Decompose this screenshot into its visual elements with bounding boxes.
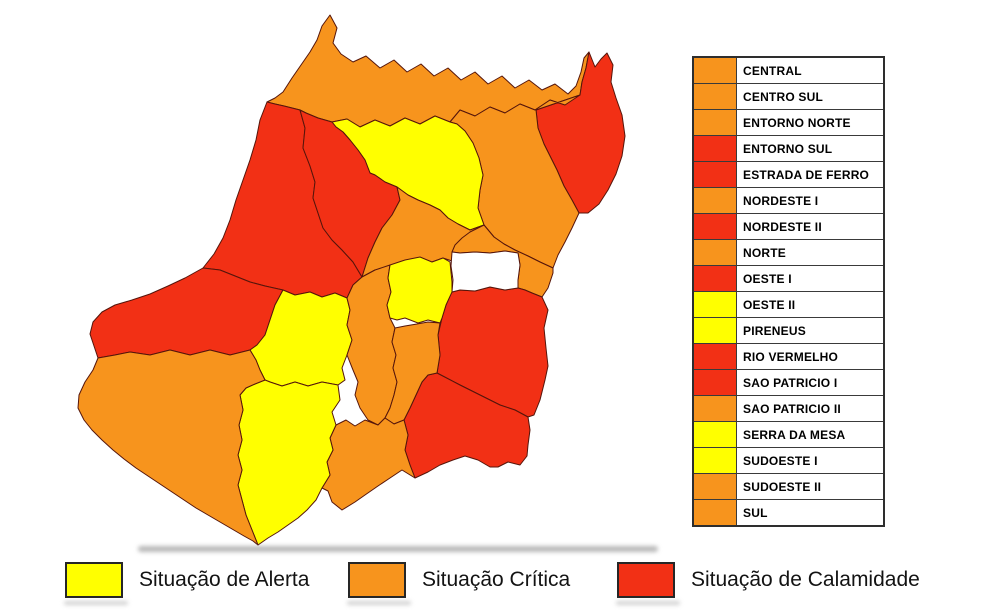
region-color-swatch [692,161,737,188]
region-color-swatch [692,343,737,370]
region-name-cell: PIRENEUS [736,317,885,344]
region-name-cell: SERRA DA MESA [736,421,885,448]
region-name-cell: NORDESTE II [736,213,885,240]
region-row: NORTE [692,239,885,266]
map-region-pireneus [386,256,453,324]
region-row: OESTE II [692,291,885,318]
map-region-distrito-federal [450,250,521,293]
region-color-swatch [692,239,737,266]
map-region-centro-sul [384,321,441,425]
region-color-swatch [692,109,737,136]
region-color-swatch [692,83,737,110]
region-row: SUDOESTE II [692,473,885,500]
region-color-swatch [692,265,737,292]
region-color-swatch [692,187,737,214]
region-color-swatch [692,421,737,448]
region-color-swatch [692,395,737,422]
alerta-label: Situação de Alerta [139,568,310,591]
legend-swatch-shadow [347,601,411,605]
region-color-swatch [692,317,737,344]
region-name-cell: ESTRADA DE FERRO [736,161,885,188]
region-color-swatch [692,447,737,474]
region-legend-table: CENTRAL CENTRO SUL ENTORNO NORTE ENTORNO… [692,56,885,527]
region-row: SUL [692,499,885,527]
region-row: CENTRO SUL [692,83,885,110]
map-region-sul [321,417,416,511]
legend-item-calamidade: Situação de Calamidade [617,562,920,598]
region-name-cell: SAO PATRICIO II [736,395,885,422]
region-row: SUDOESTE I [692,447,885,474]
region-row: SAO PATRICIO II [692,395,885,422]
map-drop-shadow [138,546,658,552]
region-row: NORDESTE II [692,213,885,240]
region-name-cell: NORDESTE I [736,187,885,214]
calamidade-color-swatch [617,562,675,598]
region-name-cell: ENTORNO SUL [736,135,885,162]
map-region-central [346,264,398,426]
region-row: ESTRADA DE FERRO [692,161,885,188]
critica-color-swatch [348,562,406,598]
region-name-cell: OESTE I [736,265,885,292]
region-row: SERRA DA MESA [692,421,885,448]
region-name-cell: RIO VERMELHO [736,343,885,370]
region-color-swatch [692,291,737,318]
region-name-cell: SUDOESTE II [736,473,885,500]
region-color-swatch [692,369,737,396]
region-row: CENTRAL [692,56,885,84]
region-name-cell: SUL [736,499,885,527]
region-color-swatch [692,135,737,162]
region-row: OESTE I [692,265,885,292]
region-color-swatch [692,213,737,240]
goias-region-map [77,14,626,546]
region-row: SAO PATRICIO I [692,369,885,396]
region-row: NORDESTE I [692,187,885,214]
legend-item-critica: Situação Crítica [348,562,570,598]
region-name-cell: OESTE II [736,291,885,318]
alerta-color-swatch [65,562,123,598]
region-name-cell: NORTE [736,239,885,266]
region-row: ENTORNO SUL [692,135,885,162]
map-region-sudoeste-2 [77,349,266,546]
legend-swatch-shadow [616,601,680,605]
region-name-cell: SUDOESTE I [736,447,885,474]
map-region-sudoeste-1 [237,379,341,546]
region-name-cell: ENTORNO NORTE [736,109,885,136]
region-color-swatch [692,56,737,84]
legend-item-alerta: Situação de Alerta [65,562,309,598]
critica-label: Situação Crítica [422,568,571,591]
region-table-body: CENTRAL CENTRO SUL ENTORNO NORTE ENTORNO… [692,56,885,527]
region-name-cell: SAO PATRICIO I [736,369,885,396]
region-color-swatch [692,473,737,500]
calamidade-label: Situação de Calamidade [691,568,920,591]
legend-swatch-shadow [64,601,128,605]
region-color-swatch [692,499,737,527]
region-row: RIO VERMELHO [692,343,885,370]
region-name-cell: CENTRO SUL [736,83,885,110]
region-row: PIRENEUS [692,317,885,344]
region-row: ENTORNO NORTE [692,109,885,136]
region-name-cell: CENTRAL [736,56,885,84]
